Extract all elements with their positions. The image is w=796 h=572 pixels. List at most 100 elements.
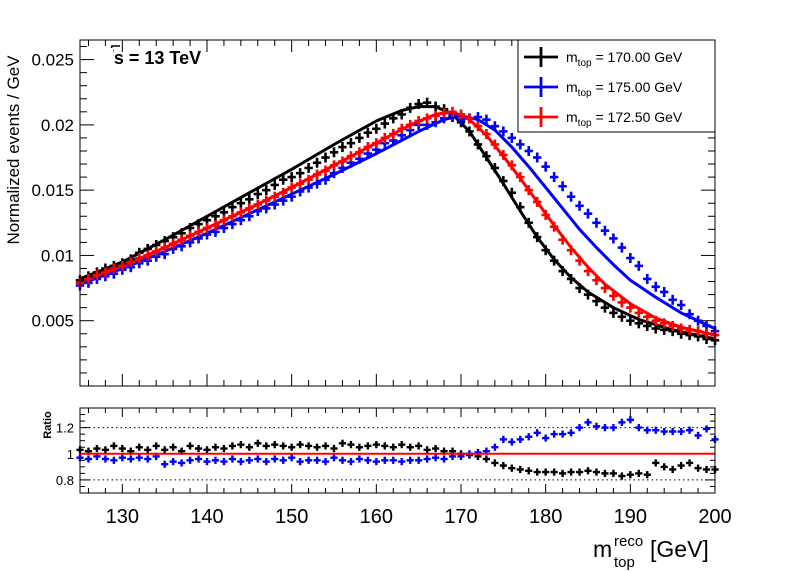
data-point (338, 142, 347, 153)
fit-curve (79, 114, 716, 330)
data-point (651, 315, 660, 326)
ratio-data-point (101, 446, 109, 454)
ratio-data-point (372, 458, 380, 466)
legend-label-subscript: top (578, 118, 592, 129)
ratio-data-point (169, 458, 177, 466)
ratio-data-point (567, 429, 575, 437)
ratio-data-point (669, 465, 677, 474)
x-tick-label: 150 (275, 506, 308, 528)
data-point (160, 242, 169, 253)
y-tick-label: 0.02 (41, 116, 74, 135)
x-axis-label-main: m (593, 536, 612, 562)
ratio-data-point (296, 458, 304, 466)
ratio-data-point (525, 467, 533, 475)
ratio-data-point (254, 439, 262, 447)
data-point (456, 109, 466, 120)
ratio-data-point (626, 416, 634, 424)
data-point (431, 101, 440, 112)
ratio-data-point (355, 443, 363, 451)
data-point (524, 217, 533, 228)
ratio-data-point (686, 426, 694, 434)
legend-marker-icon (524, 77, 558, 97)
data-point (482, 129, 491, 140)
ratio-data-point (101, 455, 109, 463)
ratio-data-point (220, 458, 228, 466)
ratio-data-point (601, 424, 609, 432)
data-point (406, 119, 415, 130)
ratio-data-point (330, 444, 338, 453)
data-point (626, 315, 635, 326)
x-axis-label-unit: [GeV] (650, 536, 709, 562)
ratio-data-point (321, 458, 330, 466)
ratio-data-point (220, 444, 228, 453)
ratio-data-point (584, 418, 592, 426)
data-point (312, 169, 322, 180)
ratio-data-point (652, 459, 660, 467)
ratio-data-point (144, 455, 152, 463)
ratio-data-point (338, 456, 347, 464)
data-point (109, 263, 119, 274)
data-point (516, 139, 525, 150)
data-point (609, 233, 618, 244)
data-point (321, 152, 330, 163)
data-point (676, 300, 686, 311)
x-tick-label: 200 (698, 506, 731, 528)
data-point (617, 297, 627, 308)
ratio-data-point (347, 458, 355, 466)
ratio-data-point (381, 442, 389, 450)
ratio-y-axis-label: Ratio (42, 411, 54, 439)
ratio-data-point (499, 435, 507, 443)
ratio-data-point (118, 444, 126, 453)
data-point (321, 165, 330, 176)
ratio-data-point (321, 442, 330, 450)
ratio-data-point (669, 427, 677, 436)
data-point (507, 132, 516, 143)
data-point (363, 142, 373, 153)
x-tick-label: 170 (444, 506, 477, 528)
ratio-data-point (203, 446, 211, 454)
ratio-data-point (305, 456, 313, 464)
ratio-data-point (178, 459, 186, 467)
data-point (126, 256, 135, 267)
ratio-data-point (415, 442, 423, 450)
data-point (279, 174, 288, 185)
ratio-data-point (643, 471, 651, 479)
data-point (304, 174, 313, 185)
data-point (92, 270, 102, 281)
legend-label-main: m (566, 79, 578, 95)
ratio-data-point (186, 456, 194, 464)
data-point (168, 238, 178, 249)
ratio-data-point (389, 443, 397, 451)
data-point (507, 160, 516, 171)
ratio-data-point (652, 426, 660, 434)
ratio-data-point (211, 443, 220, 451)
ratio-data-point (415, 456, 423, 464)
data-point (634, 318, 643, 329)
ratio-data-point (516, 435, 524, 443)
ratio-data-point (262, 442, 270, 450)
data-point (660, 318, 669, 329)
ratio-data-point (84, 455, 93, 463)
data-point (685, 309, 694, 320)
ratio-data-point (169, 443, 177, 451)
data-point (566, 273, 576, 284)
data-point (533, 196, 542, 207)
data-point (651, 281, 660, 292)
ratio-data-point (288, 454, 296, 462)
data-point (228, 211, 237, 222)
ratio-data-point (262, 458, 270, 466)
ratio-points (76, 416, 719, 480)
ratio-data-point (237, 441, 245, 449)
ratio-data-point (635, 424, 643, 432)
legend-entry: mtop = 175.00 GeV (524, 77, 683, 99)
data-point (422, 113, 432, 124)
ratio-data-point (118, 454, 126, 462)
legend-label: mtop = 172.50 GeV (566, 109, 683, 129)
ratio-data-point (381, 456, 389, 464)
ratio-data-point (609, 469, 617, 477)
data-point (533, 152, 542, 163)
data-point (575, 200, 584, 211)
ratio-data-point (559, 430, 567, 438)
ratio-data-point (406, 443, 414, 451)
ratio-data-point (161, 460, 169, 468)
